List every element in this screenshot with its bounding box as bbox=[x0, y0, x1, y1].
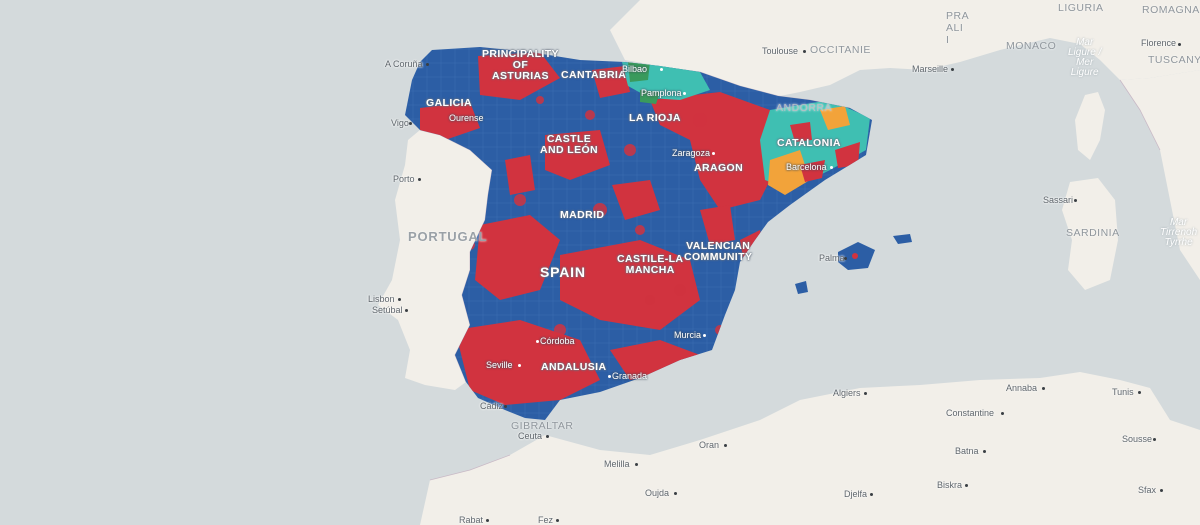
city-dot-tunis bbox=[1138, 391, 1141, 394]
france-land bbox=[410, 0, 1200, 96]
city-dot-djelfa bbox=[870, 493, 873, 496]
city-dot-algiers bbox=[864, 392, 867, 395]
city-dot-batna bbox=[983, 450, 986, 453]
city-dot-marseille bbox=[951, 68, 954, 71]
city-dot-ceuta bbox=[546, 435, 549, 438]
city-dot-bilbao bbox=[660, 68, 663, 71]
italy-land bbox=[1120, 70, 1200, 280]
spain-choropleth bbox=[405, 47, 872, 420]
city-dot-porto bbox=[418, 178, 421, 181]
portugal-land bbox=[378, 130, 492, 390]
city-dot-oran bbox=[724, 444, 727, 447]
city-dot-setubal bbox=[405, 309, 408, 312]
city-dot-oujda bbox=[674, 492, 677, 495]
city-dot-florence bbox=[1178, 43, 1181, 46]
city-dot-lisbon bbox=[398, 298, 401, 301]
city-dot-constantine bbox=[1001, 412, 1004, 415]
city-dot-pamplona bbox=[683, 92, 686, 95]
ibiza bbox=[795, 281, 808, 294]
sardinia-land bbox=[1062, 178, 1118, 290]
city-dot-murcia bbox=[703, 334, 706, 337]
city-dot-zaragoza bbox=[712, 152, 715, 155]
city-dot-fez bbox=[556, 519, 559, 522]
city-dot-toulouse bbox=[803, 50, 806, 53]
city-dot-a-coruna bbox=[426, 63, 429, 66]
city-dot-biskra bbox=[965, 484, 968, 487]
city-dot-sousse bbox=[1153, 438, 1156, 441]
city-dot-cadiz bbox=[504, 405, 507, 408]
city-dot-granada bbox=[608, 375, 611, 378]
city-dot-barcelona bbox=[830, 166, 833, 169]
city-dot-palma bbox=[844, 257, 847, 260]
city-dot-annaba bbox=[1042, 387, 1045, 390]
corsica-land bbox=[1075, 92, 1105, 160]
city-dot-rabat bbox=[486, 519, 489, 522]
city-dot-seville bbox=[518, 364, 521, 367]
city-dot-sfax bbox=[1160, 489, 1163, 492]
city-dot-vigo bbox=[409, 122, 412, 125]
menorca bbox=[893, 234, 912, 244]
north-africa-land bbox=[420, 372, 1200, 525]
city-dot-cordoba bbox=[536, 340, 539, 343]
city-dot-melilla bbox=[635, 463, 638, 466]
city-dot-sassari bbox=[1074, 199, 1077, 202]
land-layer bbox=[378, 0, 1200, 525]
